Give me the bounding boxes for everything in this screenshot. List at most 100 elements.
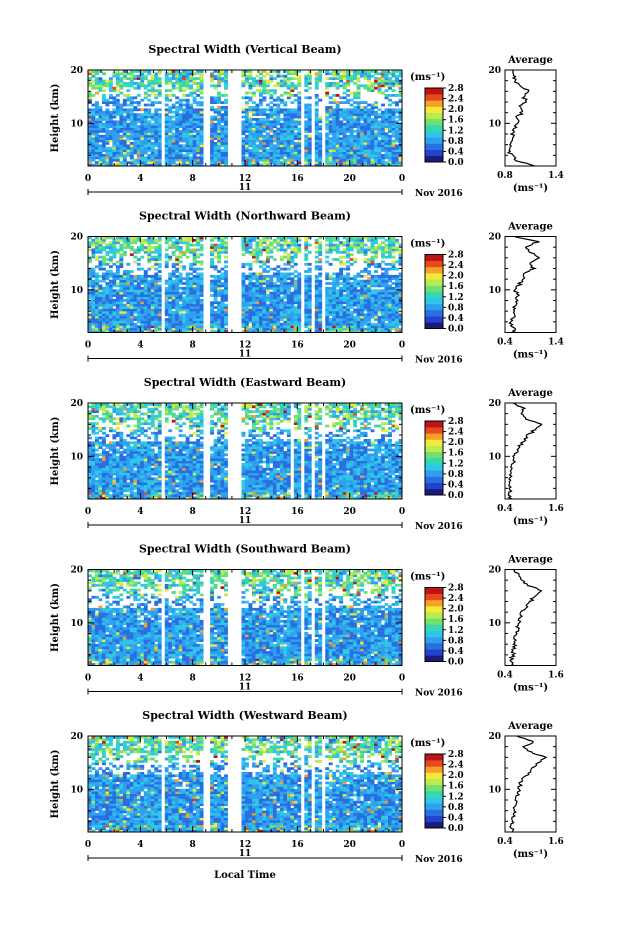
heatmap-cell: [217, 142, 221, 145]
heatmap-cell: [293, 308, 298, 312]
heatmap-cell: [213, 318, 218, 321]
heatmap-cell: [133, 286, 138, 290]
heatmap-cell: [356, 144, 361, 148]
heatmap-cell: [112, 130, 117, 133]
heatmap-cell: [122, 306, 127, 309]
heatmap-cell: [314, 151, 319, 155]
heatmap-cell: [178, 241, 183, 245]
heatmap-cell: [384, 134, 389, 138]
heatmap-cell: [360, 142, 365, 145]
heatmap-cell: [258, 158, 263, 162]
heatmap-cell: [304, 262, 309, 266]
heatmap-cell: [332, 306, 337, 309]
heatmap-cell: [108, 270, 113, 273]
heatmap-cell: [217, 284, 221, 288]
heatmap-cell: [94, 127, 99, 131]
heatmap-cell: [171, 265, 176, 269]
heatmap-cell: [196, 149, 201, 152]
heatmap-cell: [210, 274, 214, 278]
heatmap-cell: [196, 238, 201, 242]
heatmap-cell: [182, 115, 187, 119]
heatmap-cell: [258, 289, 263, 293]
heatmap-cell: [279, 301, 284, 305]
heatmap-cell: [276, 134, 281, 138]
heatmap-cell: [196, 120, 201, 124]
heatmap-cell: [224, 327, 228, 331]
heatmap-cell: [346, 322, 351, 326]
heatmap-cell: [293, 86, 298, 90]
heatmap-cell: [286, 243, 291, 247]
heatmap-cell: [318, 327, 323, 331]
heatmap-cell: [224, 108, 228, 112]
heatmap-cell: [286, 132, 291, 136]
heatmap-cell: [88, 146, 92, 150]
heatmap-cell: [185, 274, 190, 278]
heatmap-cell: [105, 246, 110, 249]
heatmap-cell: [101, 255, 106, 259]
heatmap-cell: [269, 327, 274, 331]
heatmap-cell: [363, 118, 368, 121]
heatmap-cell: [272, 308, 277, 312]
heatmap-cell: [356, 310, 361, 314]
heatmap-cell: [143, 149, 148, 152]
heatmap-cell: [94, 108, 99, 112]
heatmap-cell: [370, 156, 375, 160]
heatmap-cell: [119, 139, 124, 143]
heatmap-cell: [367, 149, 371, 152]
heatmap-cell: [150, 132, 155, 136]
heatmap-cell: [325, 310, 330, 314]
heatmap-cell: [293, 291, 298, 295]
heatmap-cell: [171, 134, 176, 138]
heatmap-cell: [147, 303, 152, 307]
heatmap-cell: [314, 267, 319, 271]
heatmap-cell: [349, 70, 354, 73]
heatmap-cell: [314, 303, 319, 307]
panel-title: Spectral Width (Vertical Beam): [148, 43, 341, 56]
heatmap-cell: [279, 137, 284, 140]
heatmap-cell: [335, 110, 340, 114]
heatmap-cell: [196, 282, 201, 285]
heatmap-cell: [335, 250, 340, 254]
heatmap-cell: [283, 137, 288, 140]
heatmap-cell: [210, 144, 214, 148]
heatmap-cell: [171, 250, 176, 254]
heatmap-cell: [133, 310, 138, 314]
heatmap-cell: [283, 154, 288, 157]
heatmap-cell: [283, 318, 288, 321]
heatmap-cell: [297, 118, 302, 121]
heatmap-cell: [363, 258, 368, 261]
heatmap-cell: [182, 139, 187, 143]
heatmap-cell: [217, 279, 221, 283]
heatmap-cell: [241, 248, 246, 252]
heatmap-cell: [185, 294, 190, 297]
heatmap-cell: [318, 289, 323, 293]
heatmap-cell: [115, 320, 120, 324]
heatmap-cell: [258, 94, 263, 97]
heatmap-cell: [182, 320, 187, 324]
heatmap-cell: [304, 243, 309, 247]
heatmap-cell: [325, 132, 330, 136]
heatmap-cell: [115, 144, 120, 148]
heatmap-cell: [363, 86, 368, 90]
heatmap-cell: [293, 122, 298, 126]
heatmap-cell: [381, 154, 385, 157]
heatmap-cell: [304, 284, 309, 288]
heatmap-cell: [178, 101, 183, 104]
heatmap-cell: [297, 156, 302, 160]
heatmap-cell: [255, 246, 260, 249]
heatmap-cell: [136, 315, 141, 319]
heatmap-cell: [346, 260, 351, 264]
heatmap-cell: [224, 270, 228, 273]
heatmap-cell: [328, 82, 333, 85]
heatmap-cell: [245, 306, 249, 309]
heatmap-cell: [133, 250, 138, 254]
heatmap-cell: [157, 84, 162, 88]
heatmap-cell: [276, 139, 281, 143]
heatmap-cell: [171, 286, 176, 290]
x-tick-label: 20: [343, 174, 356, 184]
heatmap-cell: [157, 72, 162, 76]
heatmap-cell: [196, 86, 201, 90]
heatmap-cell: [217, 74, 221, 78]
heatmap-cell: [192, 149, 197, 152]
heatmap-cell: [101, 279, 106, 283]
